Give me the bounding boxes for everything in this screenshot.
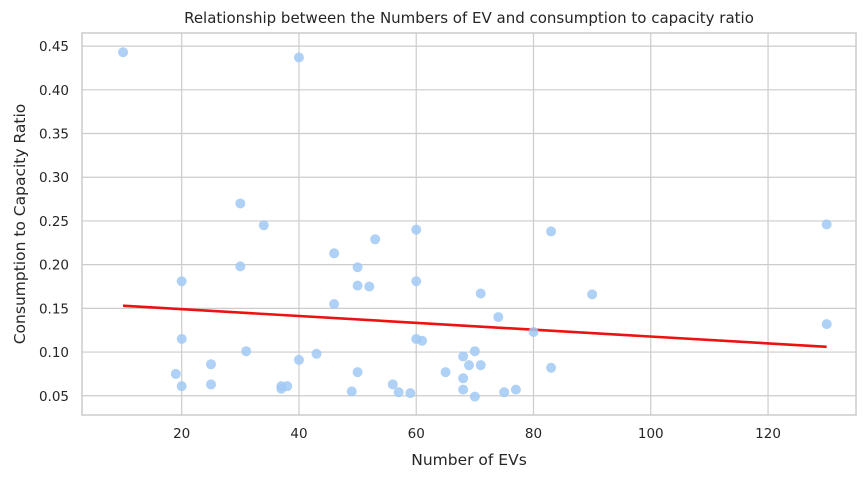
data-point <box>176 381 187 392</box>
y-tick-label: 0.30 <box>39 170 69 186</box>
x-tick-label: 80 <box>525 426 542 442</box>
data-point <box>352 280 363 291</box>
data-point <box>458 384 469 395</box>
points-layer <box>118 47 832 402</box>
x-tick-label: 60 <box>408 426 425 442</box>
data-point <box>170 368 181 379</box>
data-point <box>469 346 480 357</box>
data-point <box>475 288 486 299</box>
data-point <box>510 384 521 395</box>
data-point <box>206 359 216 370</box>
data-point <box>352 262 363 273</box>
data-point <box>411 224 422 235</box>
y-tick-label: 0.25 <box>39 214 69 230</box>
data-point <box>821 219 832 230</box>
data-point <box>546 226 557 237</box>
x-tick-label: 40 <box>290 426 307 442</box>
data-point <box>821 319 832 330</box>
data-point <box>364 281 375 292</box>
plot-frame <box>81 32 857 416</box>
data-point <box>493 312 504 323</box>
data-point <box>118 47 129 58</box>
data-point <box>464 360 474 371</box>
data-point <box>293 52 304 63</box>
data-point <box>387 379 398 390</box>
data-point <box>405 388 416 399</box>
data-point <box>499 387 510 398</box>
x-tick-label: 20 <box>173 426 190 442</box>
data-point <box>458 351 469 362</box>
x-tick-label: 100 <box>638 426 664 442</box>
x-tick-labels: 20 40 60 80 100 120 <box>173 426 781 442</box>
data-point <box>293 354 304 365</box>
data-point <box>546 362 557 373</box>
regression-line <box>122 304 827 349</box>
data-point <box>241 346 252 357</box>
data-point <box>176 276 187 287</box>
data-point <box>411 276 422 287</box>
y-tick-label: 0.35 <box>39 127 69 143</box>
y-tick-label: 0.05 <box>39 389 69 405</box>
data-point <box>311 348 322 359</box>
data-point <box>469 391 480 402</box>
data-point <box>346 386 357 397</box>
data-point <box>587 289 598 300</box>
data-point <box>276 383 287 394</box>
y-axis-label: Consumption to Capacity Ratio <box>11 104 29 345</box>
data-point <box>440 367 451 378</box>
data-point <box>352 367 363 378</box>
data-point <box>458 373 469 384</box>
y-tick-label: 0.10 <box>39 345 69 361</box>
x-tick-label: 120 <box>755 426 781 442</box>
chart-title: Relationship between the Numbers of EV a… <box>184 9 754 27</box>
y-tick-label: 0.20 <box>39 258 69 274</box>
data-point <box>475 360 486 371</box>
grid-layer <box>82 33 856 415</box>
data-point <box>370 234 381 245</box>
data-point <box>393 387 404 398</box>
y-tick-label: 0.45 <box>39 39 69 55</box>
y-tick-label: 0.40 <box>39 83 69 99</box>
data-point <box>258 220 269 231</box>
x-axis-label: Number of EVs <box>411 451 527 469</box>
data-point <box>329 248 340 259</box>
data-point <box>329 298 340 309</box>
y-tick-labels: 0.05 0.10 0.15 0.20 0.25 0.30 0.35 0.40 0.45 <box>39 39 69 405</box>
data-point <box>235 261 246 272</box>
data-point <box>235 198 246 209</box>
trend-layer <box>122 304 827 349</box>
data-point <box>417 335 428 346</box>
data-point <box>176 333 187 344</box>
data-point <box>206 379 216 390</box>
data-point <box>528 326 539 337</box>
y-tick-label: 0.15 <box>39 301 69 317</box>
